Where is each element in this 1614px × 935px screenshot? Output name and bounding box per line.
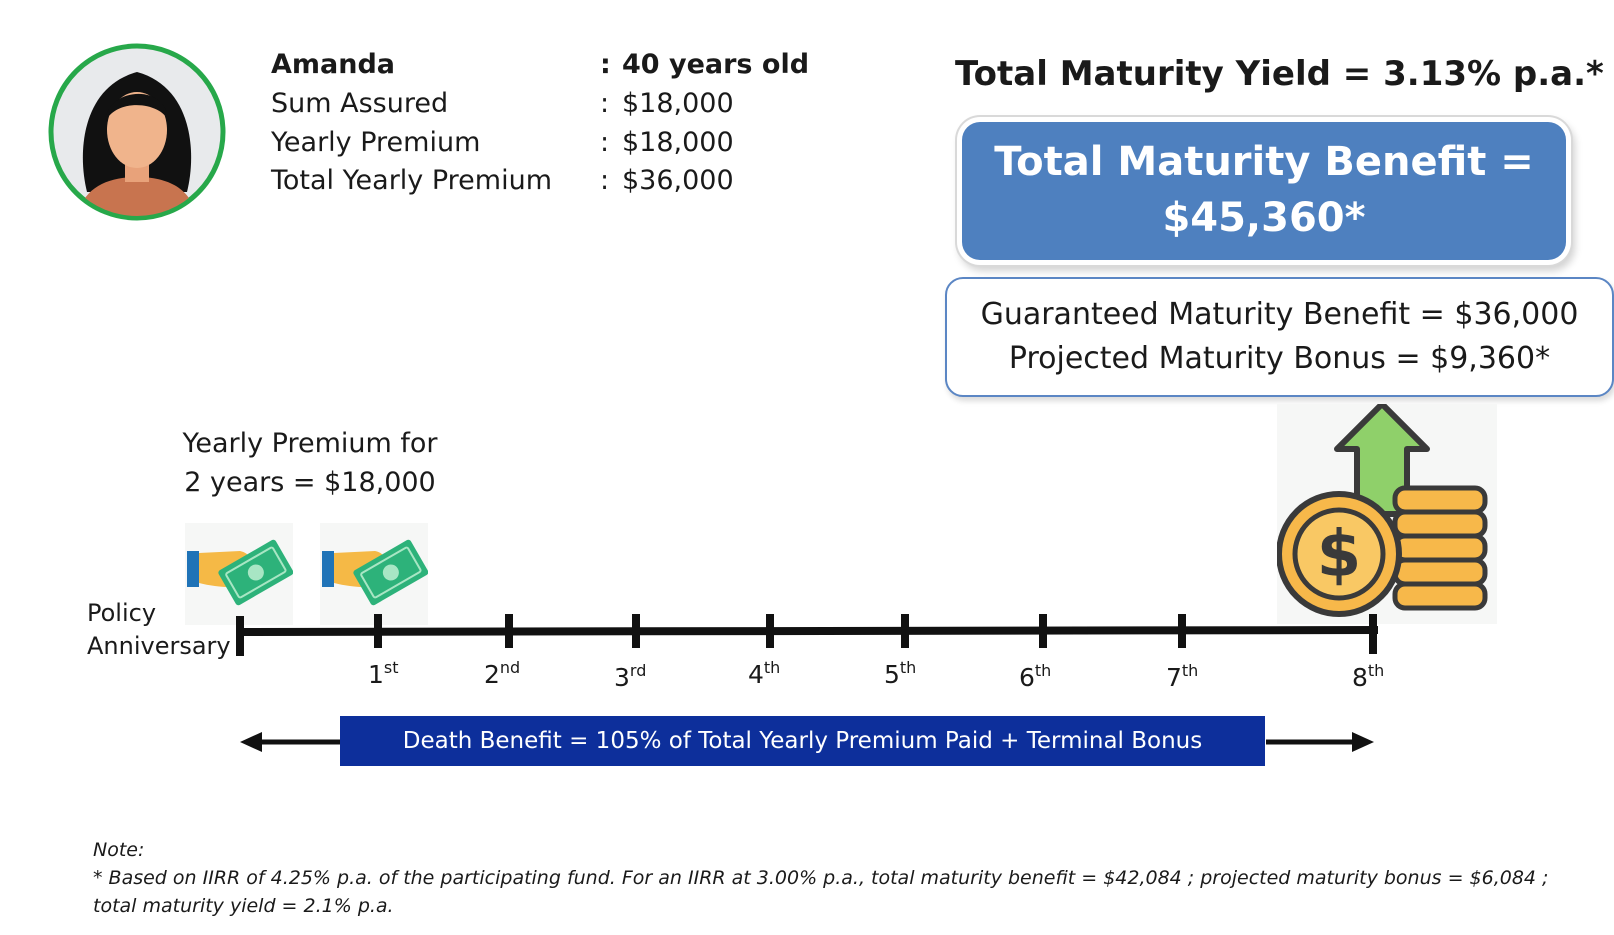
tick-label-2: 2nd bbox=[484, 658, 521, 689]
arrow-right-icon bbox=[1352, 732, 1374, 752]
total-yearly-premium-value: $36,000 bbox=[622, 165, 734, 196]
arrow-left-icon bbox=[240, 732, 262, 752]
total-maturity-benefit-box: Total Maturity Benefit = $45,360* bbox=[962, 122, 1566, 260]
svg-text:$: $ bbox=[1317, 518, 1362, 592]
hand-paying-cash-icon bbox=[320, 523, 428, 625]
maturity-detail-box: Guaranteed Maturity Benefit = $36,000 Pr… bbox=[945, 277, 1614, 397]
premium-caption-line-1: Yearly Premium for bbox=[182, 428, 438, 459]
projected-maturity-bonus: Projected Maturity Bonus = $9,360* bbox=[1008, 341, 1551, 376]
premium-caption-line-2: 2 years = $18,000 bbox=[184, 467, 436, 498]
policy-anniversary-line-1: Policy bbox=[87, 599, 157, 627]
woman-avatar-icon bbox=[48, 43, 226, 221]
customer-name: Amanda bbox=[271, 49, 396, 80]
total-yearly-premium-label: Total Yearly Premium bbox=[271, 165, 553, 196]
hand-paying-cash-icon bbox=[185, 523, 293, 625]
colon: : bbox=[600, 88, 610, 119]
total-maturity-yield: Total Maturity Yield = 3.13% p.a.* bbox=[955, 54, 1604, 94]
policy-anniversary-label: Policy Anniversary bbox=[87, 597, 231, 663]
yearly-premium-label: Yearly Premium bbox=[271, 127, 481, 158]
yearly-premium-value: $18,000 bbox=[622, 127, 734, 158]
note-title: Note: bbox=[93, 839, 145, 861]
policy-anniversary-line-2: Anniversary bbox=[87, 632, 231, 660]
sum-assured-label: Sum Assured bbox=[271, 88, 449, 119]
tick-label-8: 8th bbox=[1352, 661, 1385, 692]
premium-caption: Yearly Premium for 2 years = $18,000 bbox=[170, 424, 450, 502]
note-text: * Based on IIRR of 4.25% p.a. of the par… bbox=[93, 867, 1549, 917]
footnote: Note: * Based on IIRR of 4.25% p.a. of t… bbox=[93, 836, 1563, 920]
tick-label-4: 4th bbox=[748, 658, 781, 689]
tick-label-6: 6th bbox=[1019, 661, 1052, 692]
tick-label-1: 1st bbox=[368, 658, 399, 689]
tick-label-5: 5th bbox=[884, 658, 917, 689]
benefit-line-2: $45,360* bbox=[1162, 195, 1366, 241]
tick-label-3: 3rd bbox=[614, 661, 647, 692]
death-benefit-arrows bbox=[240, 732, 1374, 752]
colon: : bbox=[600, 127, 610, 158]
tick-label-7: 7th bbox=[1166, 661, 1199, 692]
benefit-line-1: Total Maturity Benefit = bbox=[994, 139, 1534, 185]
sum-assured-value: $18,000 bbox=[622, 88, 734, 119]
coins-growth-icon: $ bbox=[1277, 404, 1497, 624]
colon: : bbox=[600, 165, 610, 196]
guaranteed-maturity-benefit: Guaranteed Maturity Benefit = $36,000 bbox=[980, 297, 1579, 332]
policy-timeline bbox=[236, 614, 1379, 656]
customer-age: 40 years old bbox=[622, 49, 810, 80]
colon: : bbox=[600, 49, 611, 80]
death-benefit-bar: Death Benefit = 105% of Total Yearly Pre… bbox=[340, 716, 1265, 766]
